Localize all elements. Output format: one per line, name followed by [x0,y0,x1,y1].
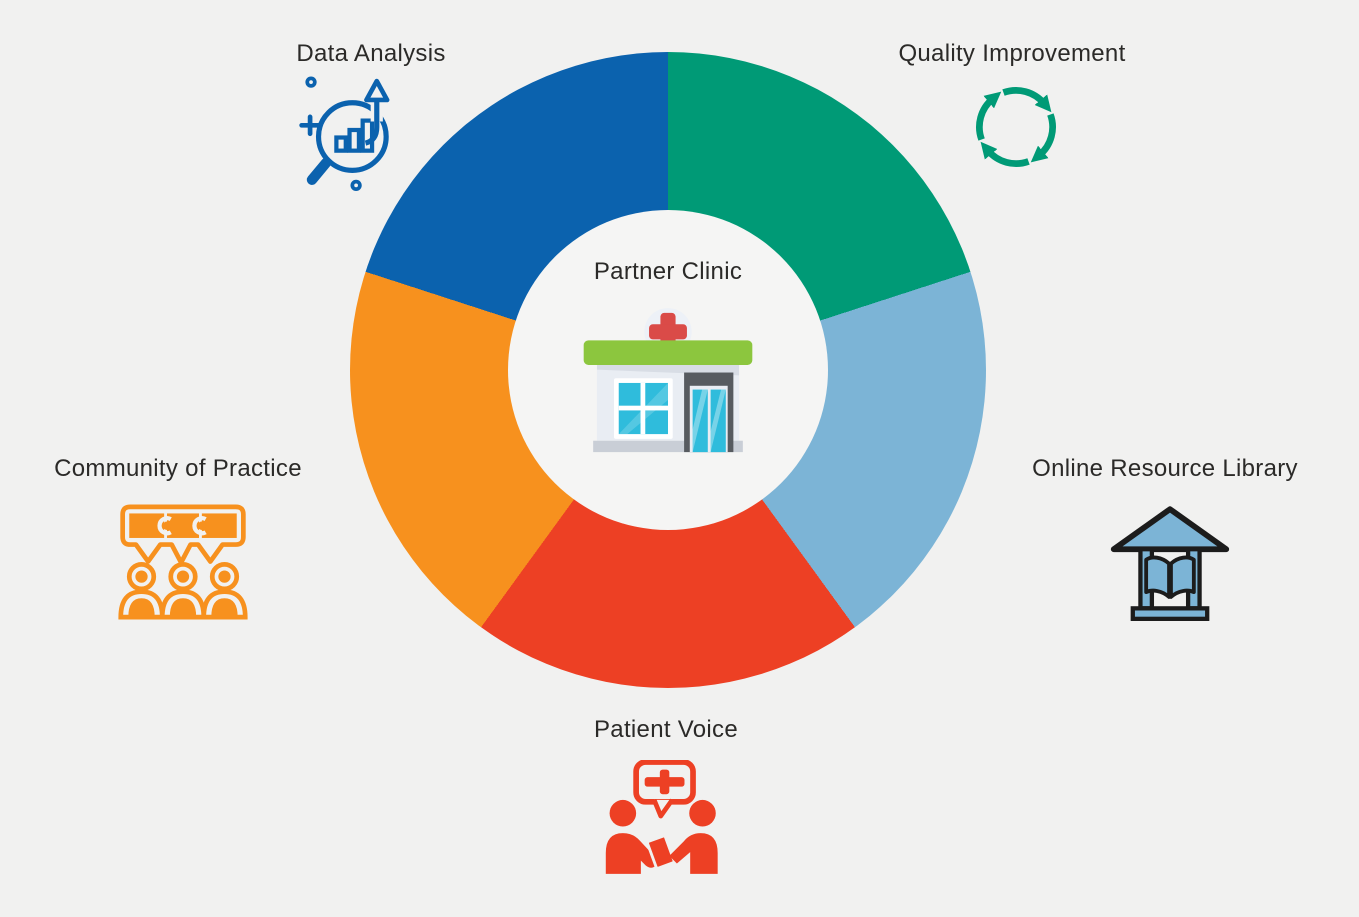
people [118,561,248,620]
puzzle-speech-people-icon [118,504,248,620]
magnifier-chart-icon [299,76,390,192]
label-patient-voice: Patient Voice [594,716,738,743]
center-label: Partner Clinic [593,258,743,285]
label-data-analysis: Data Analysis [296,40,446,67]
handle [306,157,332,185]
window [614,378,673,439]
right-person [669,799,718,874]
lens [315,100,389,173]
roof [1110,506,1230,553]
bubble-cross [644,769,685,795]
base [1130,606,1210,621]
clipboard [646,834,676,870]
donut-hole: Partner Clinic [508,210,828,530]
library-book-icon [1110,506,1230,621]
awning [583,340,753,365]
bubble-tail [651,798,675,819]
cycle-arrows-icon [976,87,1056,167]
person [201,561,248,620]
person [118,561,165,620]
arrow-head [364,78,390,103]
label-online-resource-library: Online Resource Library [1032,455,1298,482]
clinic-building-icon [583,308,753,453]
patient-conversation-icon [605,760,718,874]
puzzle-pieces [129,513,237,538]
open-book [1144,555,1196,599]
base [593,440,743,453]
door [684,372,734,453]
person [159,561,207,620]
arrow-shaft [364,98,380,146]
label-community-of-practice: Community of Practice [54,455,302,482]
bars [334,118,375,153]
label-quality-improvement: Quality Improvement [898,40,1126,67]
